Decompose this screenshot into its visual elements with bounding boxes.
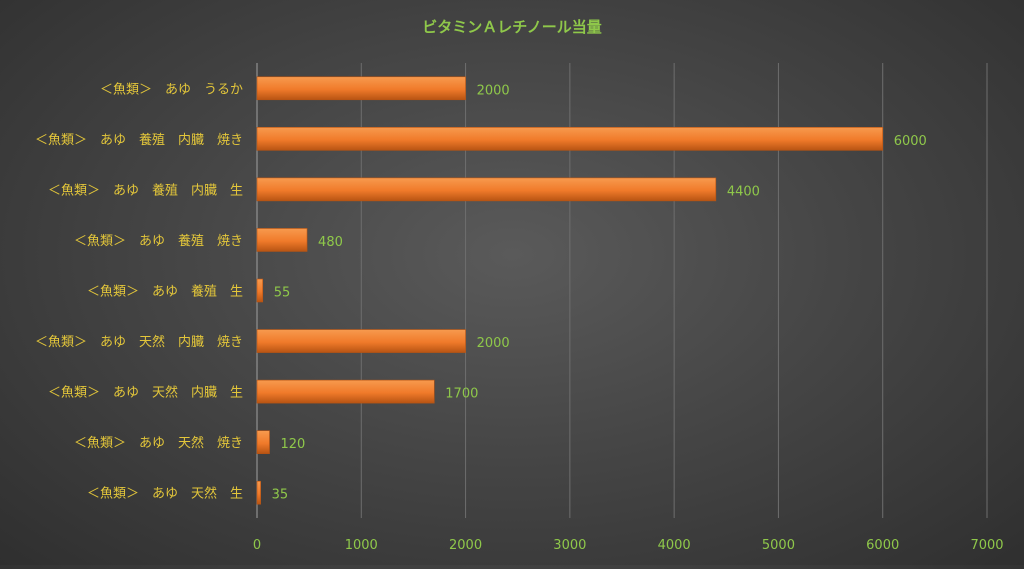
category-label: ＜魚類＞ あゆ 天然 内臓 焼き (35, 334, 243, 350)
bar (256, 329, 466, 353)
bar (256, 379, 435, 404)
category-label: ＜魚類＞ あゆ 養殖 内臓 焼き (35, 132, 243, 148)
data-label: 4400 (727, 184, 760, 199)
data-label: 2000 (477, 336, 510, 351)
bar (256, 127, 884, 151)
bars (256, 76, 884, 505)
x-tick-label: 3000 (553, 538, 586, 553)
x-tick-label: 4000 (658, 538, 691, 553)
data-label: 55 (274, 286, 291, 301)
data-label: 2000 (477, 83, 510, 98)
category-label: ＜魚類＞ あゆ 養殖 生 (87, 284, 243, 300)
x-tick-label: 0 (253, 538, 261, 553)
data-label: 35 (272, 488, 289, 503)
category-label: ＜魚類＞ あゆ うるか (100, 82, 243, 97)
x-tick-label: 5000 (762, 538, 795, 553)
chart-title: ビタミンＡレチノール当量 (422, 18, 602, 36)
x-tick-label: 7000 (970, 538, 1003, 553)
data-label: 1700 (445, 387, 478, 402)
data-labels: 2000 6000 4400 480 55 2000 1700 120 35 (272, 83, 927, 502)
data-label: 480 (318, 235, 343, 250)
x-tick-label: 2000 (449, 538, 482, 553)
category-label: ＜魚類＞ あゆ 天然 内臓 生 (48, 385, 243, 401)
category-label: ＜魚類＞ あゆ 天然 焼き (74, 435, 243, 451)
bar (256, 76, 466, 101)
category-labels: ＜魚類＞ あゆ うるか ＜魚類＞ あゆ 養殖 内臓 焼き ＜魚類＞ あゆ 養殖 内臓… (35, 82, 243, 501)
bar (256, 480, 261, 505)
bar (256, 278, 264, 303)
category-label: ＜魚類＞ あゆ 天然 生 (87, 486, 243, 502)
bar (256, 228, 308, 252)
x-tick-label: 1000 (345, 538, 378, 553)
category-label: ＜魚類＞ あゆ 養殖 焼き (74, 233, 243, 249)
x-axis-ticks: 0 1000 2000 3000 4000 5000 6000 7000 (253, 538, 1004, 553)
bar (256, 177, 717, 202)
category-label: ＜魚類＞ あゆ 養殖 内臓 生 (48, 182, 243, 198)
data-label: 6000 (894, 134, 927, 149)
bar (256, 430, 270, 454)
data-label: 120 (281, 437, 306, 452)
x-tick-label: 6000 (866, 538, 899, 553)
